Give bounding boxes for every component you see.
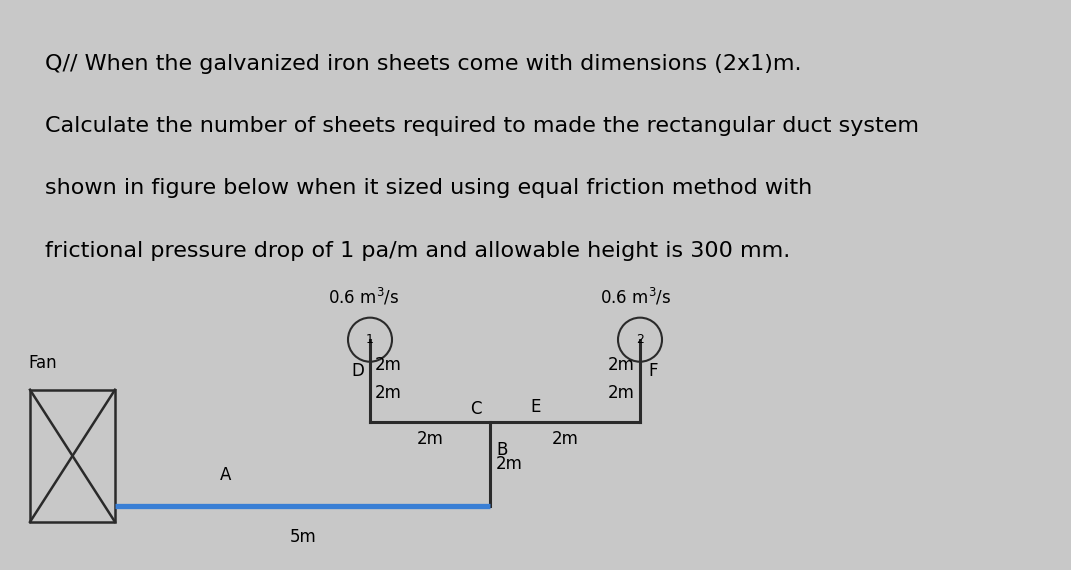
Text: 2m: 2m bbox=[552, 430, 578, 448]
Text: C: C bbox=[470, 400, 482, 418]
Text: 2m: 2m bbox=[608, 356, 635, 374]
Text: E: E bbox=[530, 398, 541, 416]
Text: 2: 2 bbox=[636, 333, 644, 346]
Text: A: A bbox=[220, 466, 231, 484]
Bar bbox=[30, 390, 115, 522]
Text: F: F bbox=[648, 362, 658, 380]
Text: 2m: 2m bbox=[417, 430, 443, 448]
Text: 2m: 2m bbox=[375, 356, 402, 374]
Text: D: D bbox=[351, 362, 364, 380]
Text: Calculate the number of sheets required to made the rectangular duct system: Calculate the number of sheets required … bbox=[45, 116, 919, 136]
Text: Q// When the galvanized iron sheets come with dimensions (2x1)m.: Q// When the galvanized iron sheets come… bbox=[45, 54, 801, 74]
Text: 1: 1 bbox=[366, 333, 374, 346]
Text: 2m: 2m bbox=[375, 384, 402, 402]
Text: 0.6 m$^3$/s: 0.6 m$^3$/s bbox=[600, 287, 672, 308]
Text: Fan: Fan bbox=[28, 354, 57, 372]
Text: 0.6 m$^3$/s: 0.6 m$^3$/s bbox=[329, 287, 399, 308]
Text: B: B bbox=[496, 441, 508, 459]
Text: 5m: 5m bbox=[290, 528, 317, 546]
Text: shown in figure below when it sized using equal friction method with: shown in figure below when it sized usin… bbox=[45, 178, 813, 198]
Text: 2m: 2m bbox=[608, 384, 635, 402]
Text: frictional pressure drop of 1 pa/m and allowable height is 300 mm.: frictional pressure drop of 1 pa/m and a… bbox=[45, 241, 790, 260]
Text: 2m: 2m bbox=[496, 455, 523, 473]
